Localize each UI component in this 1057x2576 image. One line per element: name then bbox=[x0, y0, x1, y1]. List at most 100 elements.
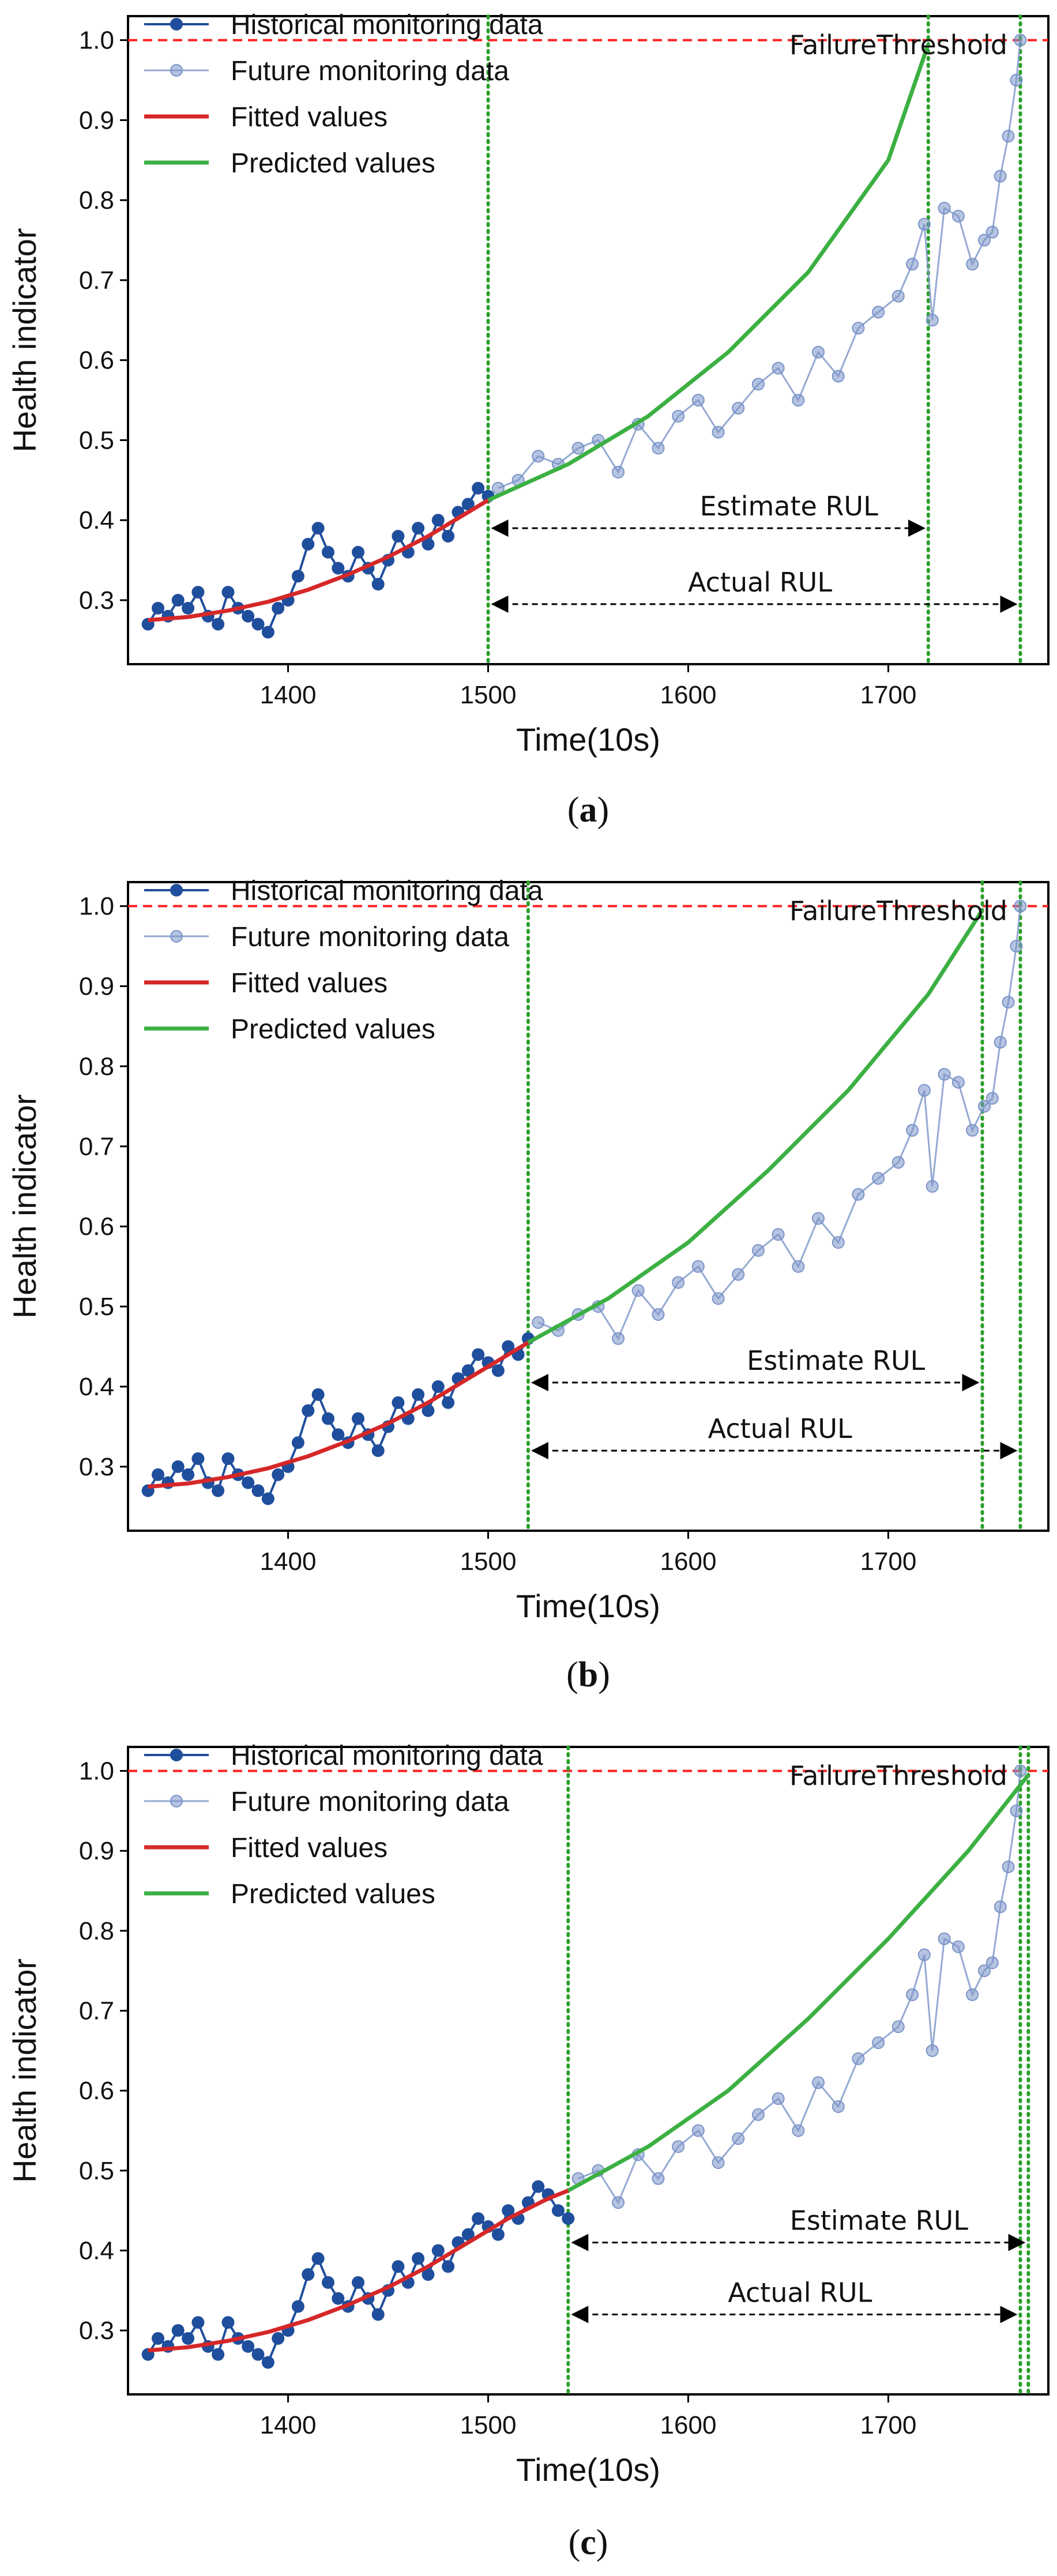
caption-letter: b bbox=[578, 1655, 598, 1694]
historical-data-point bbox=[321, 2276, 334, 2289]
legend-label: Future monitoring data bbox=[231, 922, 509, 952]
historical-data-point bbox=[371, 2308, 385, 2321]
future-data-point bbox=[532, 450, 545, 463]
future-data-point bbox=[1010, 940, 1023, 953]
historical-data-point bbox=[272, 1468, 285, 1481]
legend-label: Predicted values bbox=[231, 148, 435, 179]
future-data-point bbox=[612, 2196, 625, 2209]
future-data-point bbox=[994, 1035, 1007, 1049]
historical-data-point bbox=[212, 2348, 225, 2361]
future-data-point bbox=[985, 1092, 999, 1105]
future-data-point bbox=[1014, 1764, 1027, 1777]
historical-data-point bbox=[171, 593, 185, 607]
legend-label: Historical monitoring data bbox=[231, 876, 543, 906]
historical-data-point bbox=[272, 601, 285, 615]
historical-data-point bbox=[171, 1460, 185, 1473]
historical-data-point bbox=[291, 570, 304, 583]
historical-data-point bbox=[171, 2324, 185, 2337]
historical-data-point bbox=[442, 529, 455, 543]
historical-data-point bbox=[182, 601, 195, 615]
future-data-point bbox=[672, 2140, 685, 2153]
historical-data-point bbox=[472, 1348, 485, 1361]
future-data-point bbox=[892, 1156, 905, 1169]
historical-data-point bbox=[442, 1396, 455, 1409]
historical-data-point bbox=[311, 1388, 325, 1401]
future-data-point bbox=[812, 1212, 825, 1225]
estimate-rul-label: Estimate RUL bbox=[747, 1345, 925, 1376]
caption-close-paren: ) bbox=[597, 790, 610, 830]
legend-label: Historical monitoring data bbox=[231, 1741, 543, 1771]
historical-data-point bbox=[311, 522, 325, 535]
x-tick-label: 1500 bbox=[460, 681, 517, 709]
y-tick-label: 0.4 bbox=[79, 1373, 114, 1401]
future-data-point bbox=[691, 2124, 705, 2137]
y-tick-label: 0.3 bbox=[79, 2317, 114, 2345]
historical-data-point bbox=[431, 2244, 445, 2257]
y-tick-label: 0.9 bbox=[79, 973, 114, 1001]
future-data-point bbox=[832, 370, 845, 383]
historical-data-point bbox=[251, 1484, 265, 1497]
y-tick-label: 0.6 bbox=[79, 1212, 114, 1241]
legend-label: Future monitoring data bbox=[231, 56, 509, 86]
legend-future-marker bbox=[170, 930, 183, 943]
future-data-point bbox=[917, 217, 931, 231]
historical-data-point bbox=[502, 1340, 515, 1353]
historical-data-point bbox=[242, 609, 255, 623]
historical-data-point bbox=[562, 2212, 575, 2225]
historical-data-point bbox=[212, 617, 225, 631]
future-data-point bbox=[852, 1188, 865, 1201]
y-tick-label: 0.5 bbox=[79, 426, 114, 454]
historical-data-point bbox=[422, 2268, 435, 2281]
y-tick-label: 0.5 bbox=[79, 2157, 114, 2185]
historical-data-point bbox=[412, 1388, 425, 1401]
future-data-point bbox=[938, 1932, 951, 1945]
historical-data-point bbox=[152, 2332, 165, 2345]
legend-label: Predicted values bbox=[231, 1879, 435, 1910]
future-data-point bbox=[792, 2124, 805, 2137]
estimate-rul-label: Estimate RUL bbox=[700, 491, 878, 522]
historical-data-point bbox=[191, 2316, 205, 2329]
actual-rul-label: Actual RUL bbox=[708, 1413, 852, 1444]
historical-data-point bbox=[412, 2252, 425, 2265]
historical-data-point bbox=[371, 1444, 385, 1458]
historical-data-point bbox=[242, 1476, 255, 1489]
historical-data-point bbox=[182, 2332, 195, 2345]
legend-label: Predicted values bbox=[231, 1014, 435, 1045]
actual-rul-label: Actual RUL bbox=[688, 567, 832, 598]
x-axis-title: Time(10s) bbox=[516, 1588, 660, 1624]
historical-data-point bbox=[242, 2340, 255, 2353]
predicted-values-line bbox=[567, 1773, 1030, 2193]
legend-label: Fitted values bbox=[231, 968, 388, 999]
historical-data-point bbox=[302, 2268, 315, 2281]
x-axis-title: Time(10s) bbox=[516, 721, 660, 758]
y-tick-label: 1.0 bbox=[79, 892, 114, 921]
x-tick-label: 1700 bbox=[860, 1547, 916, 1576]
future-data-point bbox=[977, 1964, 991, 1978]
historical-data-point bbox=[332, 1428, 345, 1441]
y-tick-label: 0.7 bbox=[79, 1132, 114, 1161]
future-data-point bbox=[1002, 996, 1015, 1009]
historical-data-line bbox=[146, 486, 489, 634]
future-data-point bbox=[652, 2172, 665, 2185]
future-data-point bbox=[906, 258, 919, 271]
future-data-point bbox=[892, 289, 905, 303]
future-data-point bbox=[732, 401, 745, 415]
caption-close-paren: ) bbox=[596, 2523, 608, 2562]
future-data-point bbox=[631, 1284, 645, 1297]
future-data-point bbox=[926, 314, 939, 327]
future-data-line bbox=[537, 906, 1021, 1340]
y-tick-label: 1.0 bbox=[79, 27, 114, 55]
future-data-point bbox=[751, 2108, 765, 2121]
historical-data-point bbox=[352, 2276, 364, 2289]
future-data-point bbox=[966, 1988, 979, 2001]
future-data-point bbox=[751, 1244, 765, 1257]
x-tick-label: 1700 bbox=[860, 2411, 916, 2439]
x-tick-label: 1600 bbox=[660, 2411, 717, 2439]
future-data-line bbox=[498, 40, 1021, 489]
y-tick-label: 0.6 bbox=[79, 2077, 114, 2105]
failure-threshold-label: FailureThreshold bbox=[789, 29, 1007, 61]
future-data-point bbox=[751, 378, 765, 391]
historical-data-point bbox=[302, 1404, 315, 1417]
legend-historical-marker bbox=[170, 18, 183, 31]
historical-data-point bbox=[442, 2260, 455, 2273]
